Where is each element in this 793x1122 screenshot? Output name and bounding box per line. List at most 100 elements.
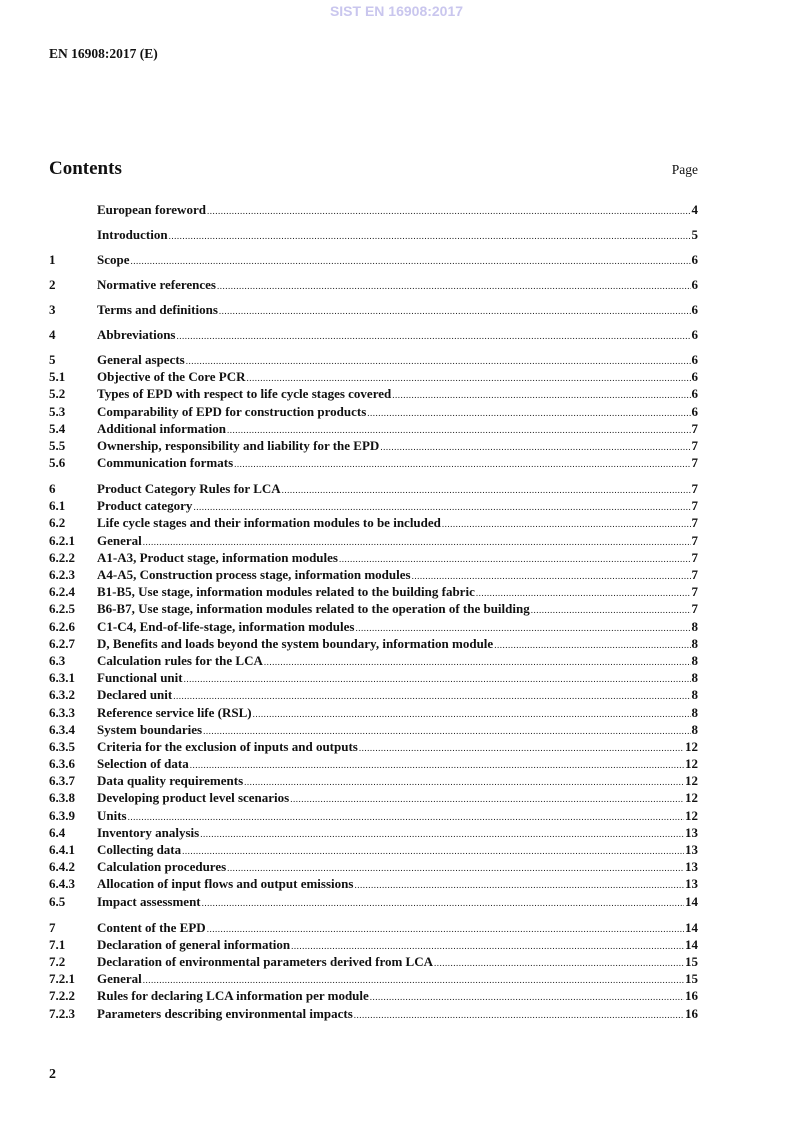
toc-entry-title: Declaration of general information <box>97 936 291 952</box>
toc-entry-page: 6 <box>691 369 699 385</box>
toc-entry[interactable]: 6.3.8 Developing product level scenarios 1… <box>49 789 698 806</box>
dot-leader <box>370 989 684 1006</box>
toc-entry-title: Terms and definitions <box>97 302 218 317</box>
toc-entry[interactable]: 2 Normative references 6 <box>49 276 698 301</box>
toc-entry-page: 7 <box>691 515 699 531</box>
toc-entry[interactable]: 5 General aspects 6 <box>49 351 698 368</box>
toc-entry-number: 5.1 <box>49 369 66 385</box>
toc-entry-title: Additional information <box>97 420 226 436</box>
toc-entry-number: 7 <box>49 919 56 935</box>
toc-entry-page: 8 <box>691 687 699 703</box>
dot-leader <box>354 877 684 894</box>
toc-entry-page: 15 <box>685 971 698 987</box>
page-column-label: Page <box>671 162 698 177</box>
toc-entry[interactable]: 1 Scope 6 <box>49 251 698 276</box>
toc-entry[interactable]: 4 Abbreviations 6 <box>49 326 698 351</box>
dot-leader <box>367 405 690 422</box>
toc-entry[interactable]: Introduction 5 <box>49 226 698 251</box>
toc-entry-page: 6 <box>691 403 699 419</box>
toc-entry-page: 16 <box>685 988 698 1004</box>
toc-entry[interactable]: 5.5 Ownership, responsibility and liabili… <box>49 437 698 454</box>
dot-leader <box>434 955 684 972</box>
toc-entry-page: 7 <box>691 455 699 471</box>
toc-entry-page: 12 <box>685 773 698 789</box>
toc-entry-page: 6 <box>691 327 699 342</box>
toc-entry[interactable]: 6.2.6 C1-C4, End-of-life-stage, informati… <box>49 618 698 635</box>
toc-entry-page: 7 <box>691 567 699 583</box>
dot-leader <box>264 654 691 671</box>
toc-entry-number: 4 <box>49 327 56 342</box>
toc-entry-page: 15 <box>685 953 698 969</box>
toc-entry[interactable]: 7 Content of the EPD 14 <box>49 919 698 936</box>
toc-entry-page: 13 <box>685 859 698 875</box>
toc-entry-title: General aspects <box>97 352 185 367</box>
toc-entry[interactable]: 6.4.1 Collecting data 13 <box>49 841 698 858</box>
toc-entry-title: European foreword <box>97 202 206 217</box>
toc-entry[interactable]: 6.2.7 D, Benefits and loads beyond the sy… <box>49 635 698 652</box>
toc-entry[interactable]: 5.1 Objective of the Core PCR 6 <box>49 368 698 385</box>
toc-entry[interactable]: 6.3.2 Declared unit 8 <box>49 686 698 703</box>
toc-entry[interactable]: 6.3.9 Units 12 <box>49 807 698 824</box>
toc-entry[interactable]: 6.5 Impact assessment 14 <box>49 893 698 910</box>
toc-entry[interactable]: 6.2.3 A4-A5, Construction process stage, … <box>49 566 698 583</box>
toc-entry-page: 4 <box>691 202 699 217</box>
toc-entry-page: 6 <box>691 302 699 317</box>
toc-entry-title: Life cycle stages and their information … <box>97 515 441 531</box>
toc-entry[interactable]: 6.3.5 Criteria for the exclusion of input… <box>49 738 698 755</box>
toc-entry[interactable]: 6.3.6 Selection of data 12 <box>49 755 698 772</box>
toc-entry-title: C1-C4, End-of-life-stage, information mo… <box>97 618 355 634</box>
toc-entry[interactable]: 7.2 Declaration of environmental paramete… <box>49 953 698 970</box>
toc-entry-page: 13 <box>685 842 698 858</box>
toc-entry[interactable]: 6.3.4 System boundaries 8 <box>49 721 698 738</box>
document-id: EN 16908:2017 (E) <box>49 46 158 61</box>
toc-entry-number: 7.2 <box>49 953 66 969</box>
dot-leader <box>392 387 690 404</box>
toc-entry[interactable]: 6 Product Category Rules for LCA 7 <box>49 480 698 497</box>
toc-entry[interactable]: 6.3.7 Data quality requirements 12 <box>49 772 698 789</box>
toc-entry[interactable]: 5.4 Additional information 7 <box>49 420 698 437</box>
toc-entry[interactable]: 6.2.2 A1-A3, Product stage, information m… <box>49 549 698 566</box>
toc-entry-number: 5 <box>49 352 56 367</box>
contents-heading: Contents <box>49 158 122 179</box>
toc-entry[interactable]: 6.3 Calculation rules for the LCA 8 <box>49 652 698 669</box>
toc-entry[interactable]: 6.3.1 Functional unit 8 <box>49 669 698 686</box>
toc-entry-title: Product Category Rules for LCA <box>97 481 281 497</box>
toc-entry[interactable]: 7.2.1 General 15 <box>49 970 698 987</box>
toc-entry-number: 6.3.2 <box>49 687 75 703</box>
toc-entry[interactable]: 5.3 Comparability of EPD for construction… <box>49 403 698 420</box>
toc-entry[interactable]: 6.4.2 Calculation procedures 13 <box>49 858 698 875</box>
dot-leader <box>359 740 684 757</box>
dot-leader <box>169 227 691 245</box>
toc-entry[interactable]: 6.4.3 Allocation of input flows and outpu… <box>49 875 698 892</box>
toc-entry[interactable]: 6.2.1 General 7 <box>49 532 698 549</box>
toc-entry[interactable]: 5.6 Communication formats 7 <box>49 454 698 471</box>
toc-entry-page: 12 <box>685 738 698 754</box>
toc-entry-title: Selection of data <box>97 756 189 772</box>
toc-entry[interactable]: 6.2 Life cycle stages and their informati… <box>49 514 698 531</box>
toc-entry-title: Allocation of input flows and output emi… <box>97 876 354 892</box>
toc-entry-page: 7 <box>691 549 699 565</box>
toc-entry[interactable]: 6.2.4 B1-B5, Use stage, information modul… <box>49 583 698 600</box>
dot-leader <box>494 637 690 654</box>
toc-entry[interactable]: 6.2.5 B6-B7, Use stage, information modul… <box>49 600 698 617</box>
toc-entry-number: 5.5 <box>49 437 66 453</box>
toc-entry[interactable]: 6.1 Product category 7 <box>49 497 698 514</box>
dot-leader <box>128 809 684 826</box>
toc-entry-number: 7.2.2 <box>49 988 75 1004</box>
toc-entry[interactable]: European foreword 4 <box>49 201 698 226</box>
toc-entry-title: General <box>97 971 142 987</box>
toc-entry[interactable]: 7.1 Declaration of general information 14 <box>49 936 698 953</box>
toc-entry[interactable]: 6.4 Inventory analysis 13 <box>49 824 698 841</box>
dot-leader <box>217 277 691 295</box>
toc-entry-title: Reference service life (RSL) <box>97 704 252 720</box>
toc-entry[interactable]: 7.2.3 Parameters describing environmental… <box>49 1005 698 1022</box>
toc-entry-number: 5.4 <box>49 420 66 436</box>
toc-entry[interactable]: 3 Terms and definitions 6 <box>49 301 698 326</box>
toc-entry[interactable]: 5.2 Types of EPD with respect to life cyc… <box>49 385 698 402</box>
toc-entry-page: 6 <box>691 252 699 267</box>
toc-entry-number: 6.2.2 <box>49 549 75 565</box>
table-of-contents: European foreword 4 Introduction 5 1 Scope 6 2 N… <box>49 201 698 1022</box>
dot-leader <box>202 895 684 912</box>
toc-entry[interactable]: 6.3.3 Reference service life (RSL) 8 <box>49 704 698 721</box>
toc-entry[interactable]: 7.2.2 Rules for declaring LCA information… <box>49 987 698 1004</box>
